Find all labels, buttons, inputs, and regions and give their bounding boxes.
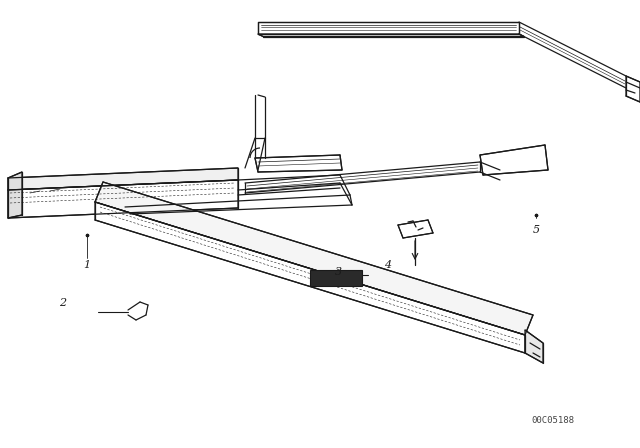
Text: 4: 4 <box>385 260 392 270</box>
Polygon shape <box>480 145 548 175</box>
Polygon shape <box>95 182 533 335</box>
Text: 00C05188: 00C05188 <box>531 415 575 425</box>
Polygon shape <box>8 172 22 218</box>
Polygon shape <box>258 22 519 34</box>
Polygon shape <box>8 180 238 218</box>
Bar <box>310 270 362 286</box>
Polygon shape <box>525 330 543 363</box>
Text: 3: 3 <box>335 267 342 277</box>
Polygon shape <box>258 34 524 36</box>
Polygon shape <box>626 76 640 102</box>
Polygon shape <box>255 155 342 172</box>
Polygon shape <box>95 202 525 353</box>
Text: 2: 2 <box>60 298 67 308</box>
Text: 5: 5 <box>532 225 540 235</box>
Polygon shape <box>398 220 433 238</box>
Polygon shape <box>8 168 238 190</box>
Text: 1: 1 <box>83 260 91 270</box>
